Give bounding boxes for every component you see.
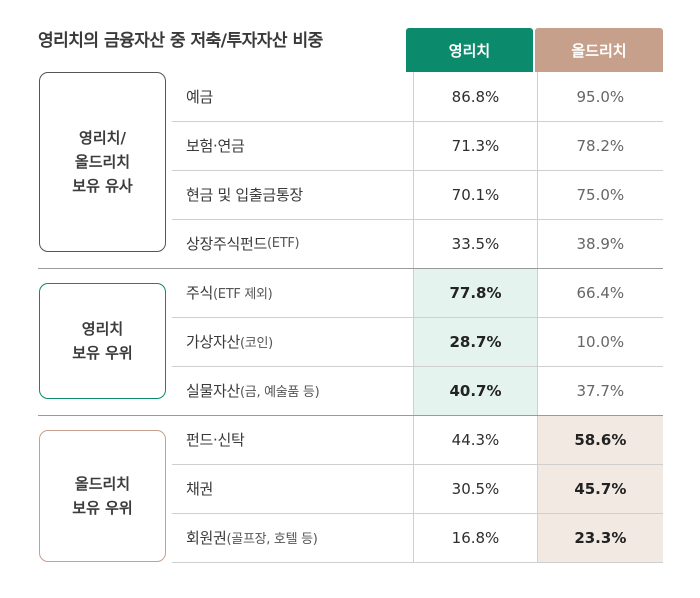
asset-name: 주식 — [186, 284, 214, 302]
asset-label: 실물자산 (금, 예술품 등) — [172, 366, 413, 415]
value-old: 10.0% — [536, 317, 663, 366]
asset-note: (코인) — [240, 336, 273, 351]
value-young: 77.8% — [413, 268, 537, 317]
asset-note: (ETF) — [267, 236, 300, 251]
asset-label: 예금 — [172, 72, 413, 121]
value-old: 45.7% — [536, 464, 663, 513]
row-divider — [172, 121, 663, 122]
asset-note: (ETF 제외) — [213, 287, 273, 302]
group-old-label: 올드리치 보유 우위 — [72, 475, 133, 517]
asset-name: 채권 — [186, 480, 214, 498]
asset-name: 상장주식펀드 — [186, 235, 268, 253]
value-old: 23.3% — [536, 513, 663, 562]
group-divider — [38, 415, 663, 416]
asset-name: 보험·연금 — [186, 137, 245, 155]
column-header-old: 올드리치 — [535, 28, 663, 72]
row-divider — [172, 366, 663, 367]
asset-note: (골프장, 호텔 등) — [226, 532, 318, 547]
value-old: 38.9% — [536, 219, 663, 268]
row-divider — [172, 317, 663, 318]
value-young: 30.5% — [413, 464, 536, 513]
asset-name: 펀드·신탁 — [186, 431, 245, 449]
row-divider — [172, 219, 663, 220]
asset-label: 채권 — [172, 464, 413, 513]
value-old: 37.7% — [536, 366, 663, 415]
value-young: 40.7% — [413, 366, 537, 415]
table-row: 예금 86.8% 95.0% — [172, 72, 663, 121]
asset-name: 예금 — [186, 88, 214, 106]
page-title: 영리치의 금융자산 중 저축/투자자산 비중 — [38, 31, 323, 51]
column-header-young: 영리치 — [406, 28, 533, 72]
group-young-label: 영리치 보유 우위 — [72, 320, 133, 362]
value-old: 75.0% — [536, 170, 663, 219]
table-row: 채권 30.5% 45.7% — [172, 464, 663, 513]
table-row: 주식 (ETF 제외) 77.8% 66.4% — [172, 268, 663, 317]
asset-name: 회원권 — [186, 529, 227, 547]
asset-label: 보험·연금 — [172, 121, 413, 170]
table-row: 보험·연금 71.3% 78.2% — [172, 121, 663, 170]
row-divider — [172, 464, 663, 465]
asset-note: (금, 예술품 등) — [240, 385, 320, 400]
row-divider — [172, 562, 663, 563]
table-row: 실물자산 (금, 예술품 등) 40.7% 37.7% — [172, 366, 663, 415]
value-young: 70.1% — [413, 170, 536, 219]
value-young: 28.7% — [413, 317, 537, 366]
value-young: 33.5% — [413, 219, 536, 268]
asset-label: 펀드·신탁 — [172, 415, 413, 464]
asset-label: 현금 및 입출금통장 — [172, 170, 413, 219]
group-divider — [38, 268, 663, 269]
asset-label: 상장주식펀드 (ETF) — [172, 219, 413, 268]
value-old: 78.2% — [536, 121, 663, 170]
group-similar-label: 영리치/ 올드리치 보유 유사 — [72, 129, 133, 195]
table-row: 상장주식펀드 (ETF) 33.5% 38.9% — [172, 219, 663, 268]
value-old: 66.4% — [536, 268, 663, 317]
table-row: 가상자산 (코인) 28.7% 10.0% — [172, 317, 663, 366]
row-divider — [172, 513, 663, 514]
value-young: 71.3% — [413, 121, 536, 170]
table-row: 회원권 (골프장, 호텔 등) 16.8% 23.3% — [172, 513, 663, 562]
asset-label: 주식 (ETF 제외) — [172, 268, 413, 317]
row-divider — [172, 170, 663, 171]
value-young: 86.8% — [413, 72, 536, 121]
group-old-dominant: 올드리치 보유 우위 — [39, 430, 166, 562]
group-young-dominant: 영리치 보유 우위 — [39, 283, 166, 399]
asset-name: 현금 및 입출금통장 — [186, 186, 303, 204]
asset-label: 회원권 (골프장, 호텔 등) — [172, 513, 413, 562]
table-row: 현금 및 입출금통장 70.1% 75.0% — [172, 170, 663, 219]
value-young: 16.8% — [413, 513, 536, 562]
value-young: 44.3% — [413, 415, 536, 464]
table-row: 펀드·신탁 44.3% 58.6% — [172, 415, 663, 464]
asset-name: 가상자산 — [186, 333, 241, 351]
value-old: 95.0% — [536, 72, 663, 121]
asset-name: 실물자산 — [186, 382, 241, 400]
value-old: 58.6% — [536, 415, 663, 464]
group-similar: 영리치/ 올드리치 보유 유사 — [39, 72, 166, 252]
asset-label: 가상자산 (코인) — [172, 317, 413, 366]
